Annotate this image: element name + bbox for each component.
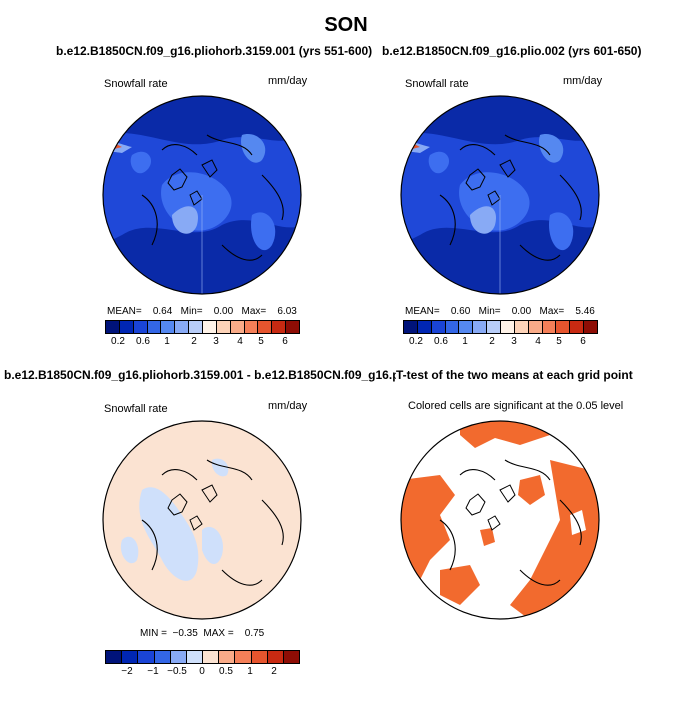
panel2-field-label: Snowfall rate xyxy=(405,78,469,90)
panel4-title: T-test of the two means at each grid poi… xyxy=(396,368,633,382)
panel2-tick: 2 xyxy=(489,336,495,347)
panel1-tick: 1 xyxy=(164,336,170,347)
panel3-units-label: mm/day xyxy=(268,400,308,412)
panel1-tick: 6 xyxy=(282,336,288,347)
panel3-tick: −2 xyxy=(121,666,133,677)
panel1-field-label: Snowfall rate xyxy=(104,78,168,90)
panel3-tick: 0.5 xyxy=(219,666,233,677)
panel1-tick: 3 xyxy=(213,336,219,347)
panel1-units-label: mm/day xyxy=(268,75,308,87)
panel1-tick: 2 xyxy=(191,336,197,347)
panel3-tick: 1 xyxy=(247,666,253,677)
panel2-tick: 0.2 xyxy=(409,336,423,347)
panel2-tick: 5 xyxy=(556,336,562,347)
panel1-tick: 0.2 xyxy=(111,336,125,347)
main-title: SON xyxy=(324,14,368,36)
panel3-tick: −1 xyxy=(147,666,159,677)
panel3-tick: 0 xyxy=(199,666,205,677)
panel3-title: b.e12.B1850CN.f09_g16.pliohorb.3159.001 … xyxy=(4,368,396,382)
panel4-significance-map xyxy=(400,420,600,620)
panel2-tick: 1 xyxy=(462,336,468,347)
panel1-tick: 4 xyxy=(237,336,243,347)
panel2-tick: 6 xyxy=(580,336,586,347)
panel1-tick: 0.6 xyxy=(136,336,150,347)
panel3-tick: −0.5 xyxy=(167,666,187,677)
panel1-colorbar xyxy=(105,320,300,334)
panel3-tick: 2 xyxy=(271,666,277,677)
panel3-stats: MIN = −0.35 MAX = 0.75 xyxy=(140,628,265,639)
panel3-colorbar xyxy=(105,650,300,664)
panel4-field-label: Colored cells are significant at the 0.0… xyxy=(408,400,624,412)
panel2-stats: MEAN= 0.60 Min= 0.00 Max= 5.46 xyxy=(405,306,595,317)
panel1-stats: MEAN= 0.64 Min= 0.00 Max= 6.03 xyxy=(107,306,297,317)
panel2-title: b.e12.B1850CN.f09_g16.plio.002 (yrs 601-… xyxy=(382,44,642,58)
panel2-colorbar xyxy=(403,320,598,334)
panel1-polar-map xyxy=(102,95,302,295)
panel3-field-label: Snowfall rate xyxy=(104,403,168,415)
panel2-tick: 0.6 xyxy=(434,336,448,347)
panel1-tick: 5 xyxy=(258,336,264,347)
panel3-polar-map xyxy=(102,420,302,620)
panel2-tick: 3 xyxy=(511,336,517,347)
panel2-tick: 4 xyxy=(535,336,541,347)
panel1-title: b.e12.B1850CN.f09_g16.pliohorb.3159.001 … xyxy=(56,44,373,58)
panel2-units-label: mm/day xyxy=(563,75,603,87)
panel2-polar-map xyxy=(400,95,600,295)
